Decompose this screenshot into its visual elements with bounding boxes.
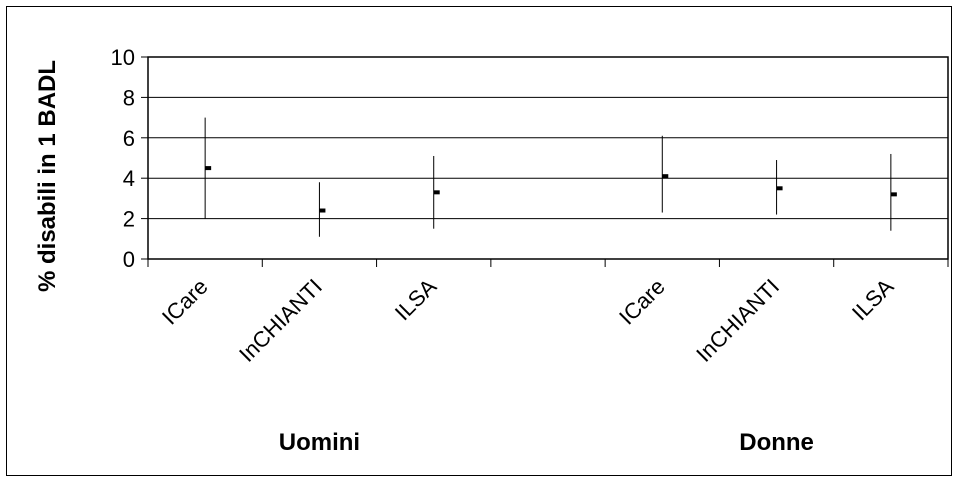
- data-point: [662, 174, 669, 179]
- y-axis-title: % disabili in 1 BADL: [34, 60, 61, 292]
- y-tick-label: 10: [111, 45, 135, 70]
- data-point: [319, 208, 326, 213]
- data-point: [890, 192, 897, 197]
- x-category-label: InCHIANTI: [234, 274, 327, 367]
- x-category-label: ILSA: [847, 274, 899, 326]
- group-label: Uomini: [279, 429, 360, 456]
- x-category-label: ILSA: [390, 274, 442, 326]
- x-category-label: InCHIANTI: [691, 274, 784, 367]
- y-tick-label: 4: [123, 166, 135, 191]
- data-point: [433, 190, 440, 195]
- y-tick-label: 8: [123, 85, 135, 110]
- chart-frame: [6, 6, 952, 476]
- y-tick-label: 6: [123, 126, 135, 151]
- data-point: [776, 186, 783, 191]
- x-category-label: ICare: [157, 274, 213, 330]
- y-tick-label: 2: [123, 207, 135, 232]
- y-tick-label: 0: [123, 247, 135, 272]
- group-label: Donne: [739, 429, 814, 456]
- x-category-label: ICare: [614, 274, 670, 330]
- data-point: [205, 166, 212, 171]
- plot-area: [147, 56, 949, 260]
